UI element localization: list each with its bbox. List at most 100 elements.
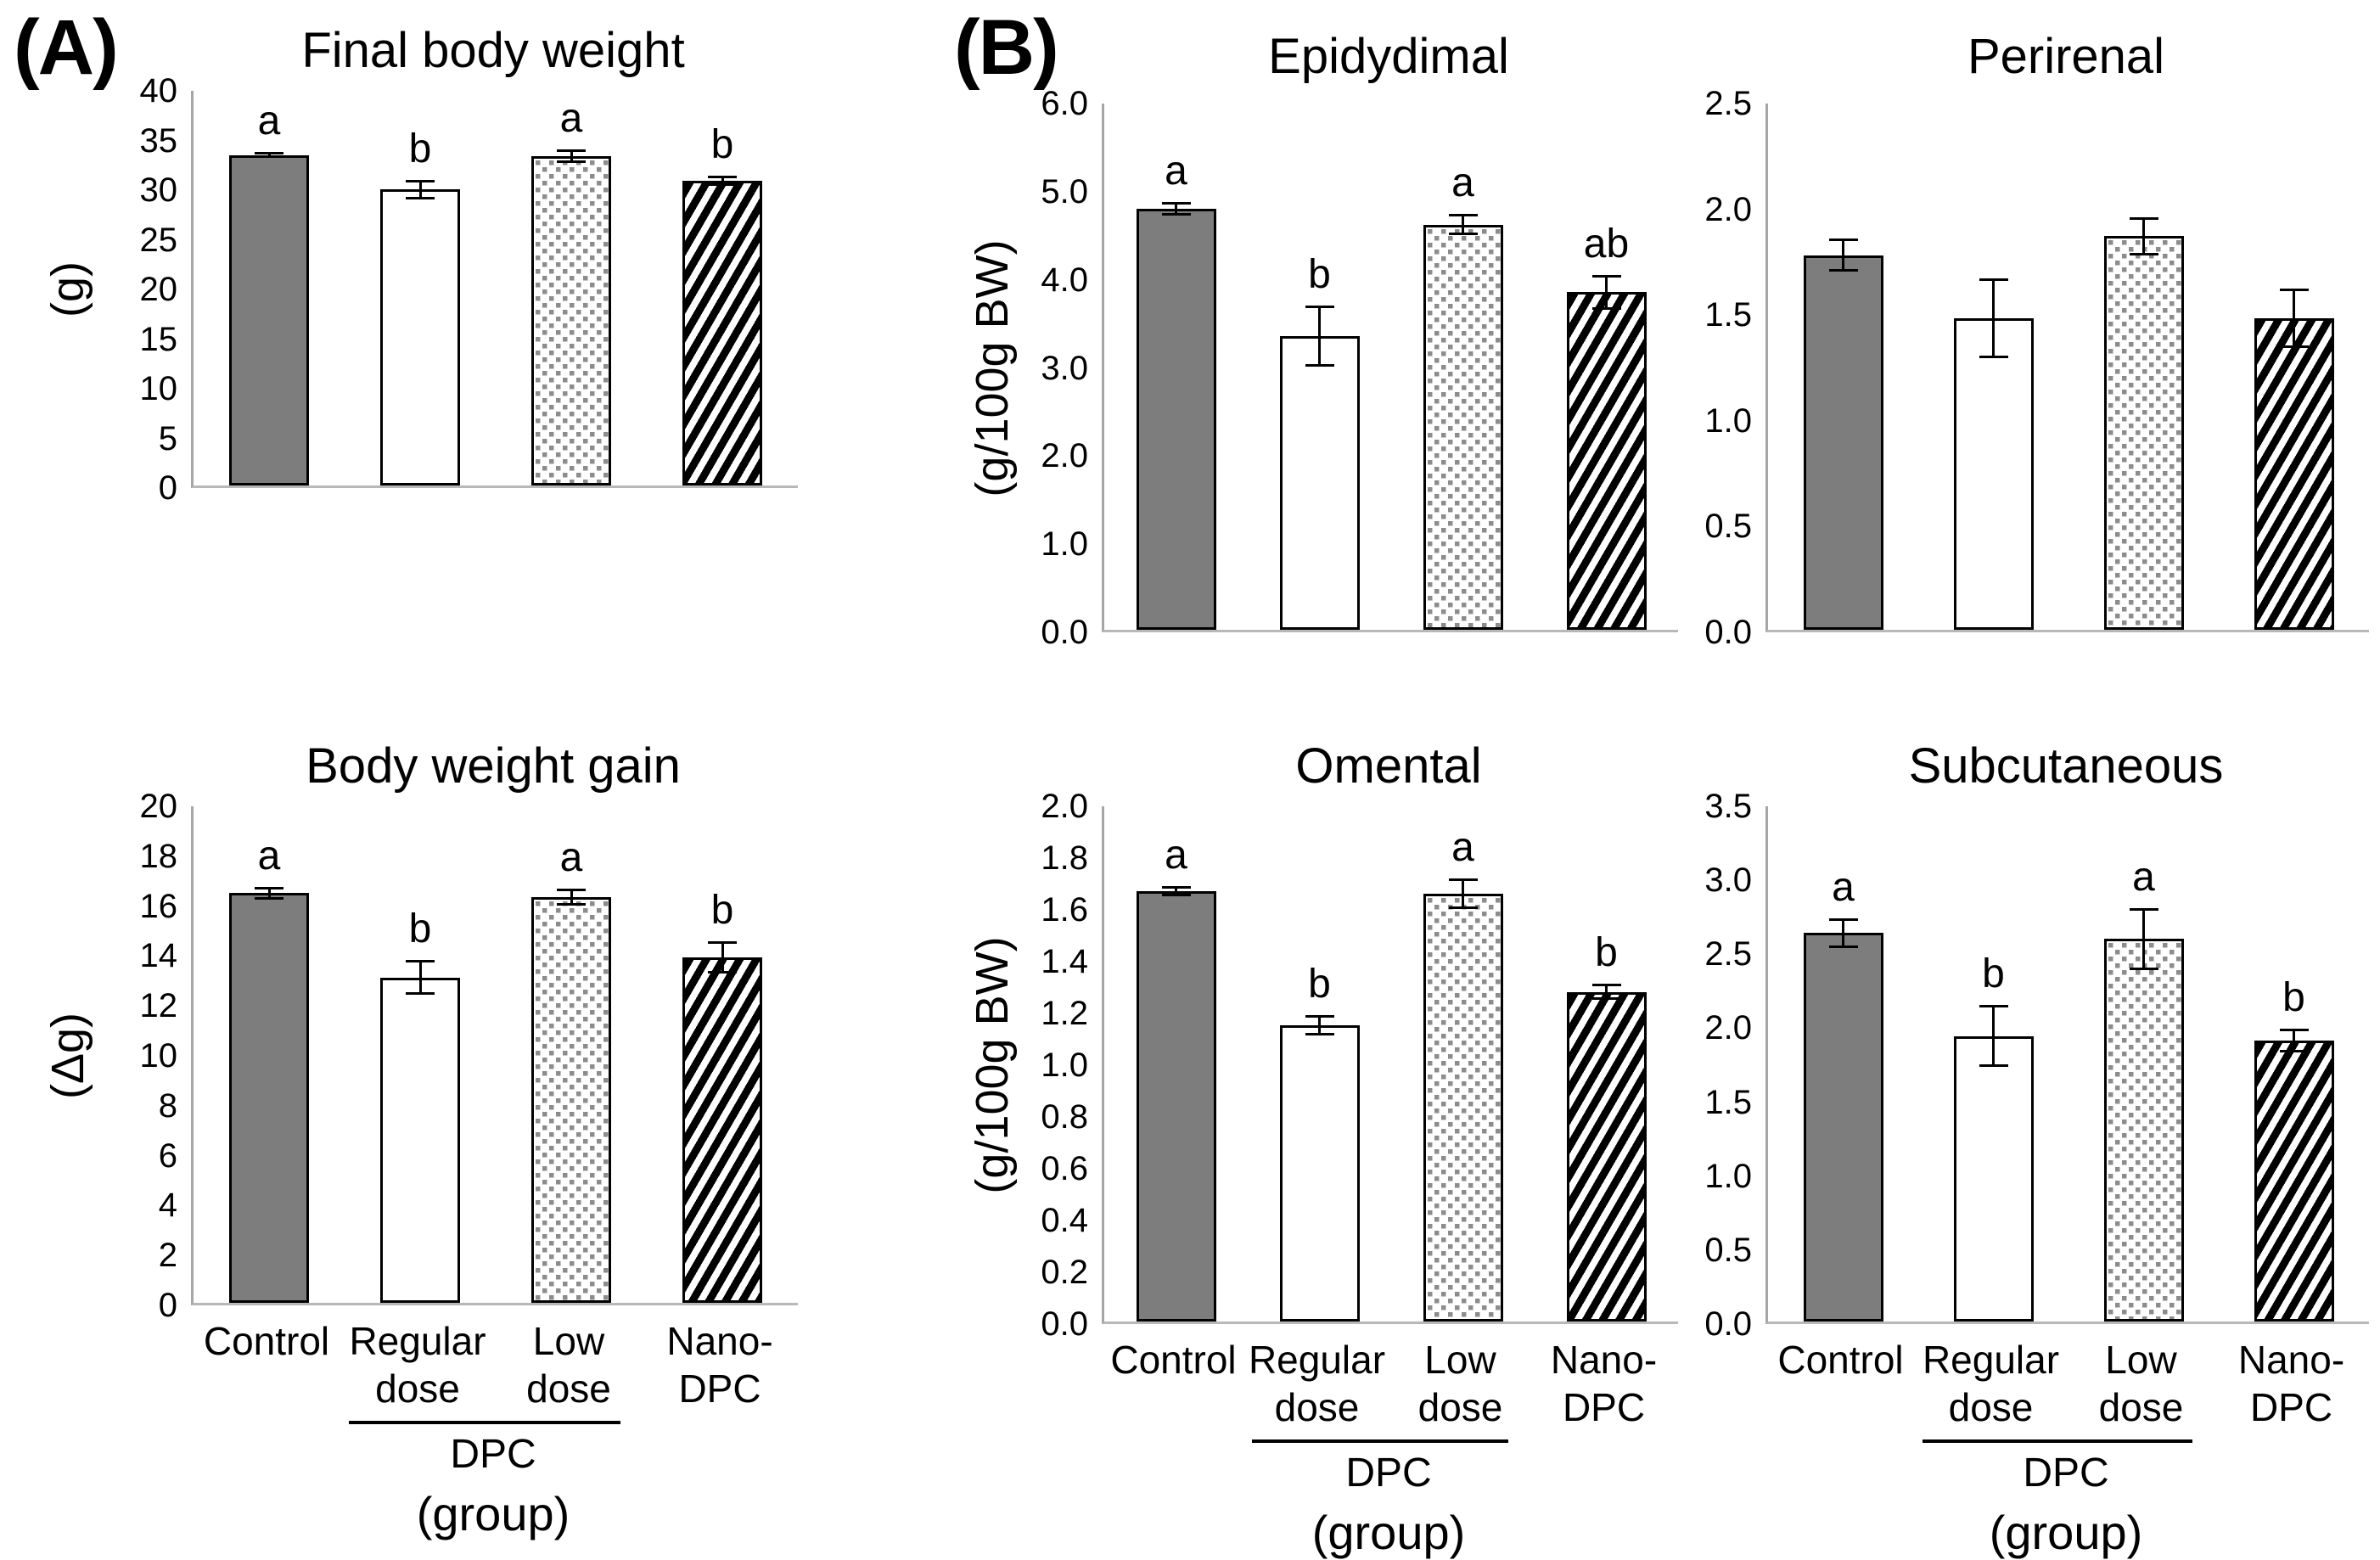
significance-letter: b <box>2282 974 2305 1020</box>
bar-stripes <box>1566 991 1647 1322</box>
error-bar <box>1305 305 1334 367</box>
error-bar <box>1591 984 1621 1000</box>
error-bar <box>255 887 283 900</box>
y-tick-label: 35 <box>139 121 178 160</box>
plot-area <box>1765 104 2369 632</box>
bar-group-white: b <box>345 91 496 485</box>
y-axis: 6.0 5.0 4.0 3.0 2.0 1.0 0.0 <box>1027 87 1102 649</box>
error-bar-stem <box>1992 280 1995 356</box>
y-tick-label: 0.0 <box>1041 1305 1088 1343</box>
bar-group-stripes: ab <box>1535 104 1678 630</box>
x-tick-label: Regular dose <box>1245 1336 1389 1431</box>
x-tick-label-line: DPC <box>678 1366 761 1411</box>
y-tick-label: 2 <box>158 1237 177 1275</box>
y-axis-unit-label: (g) <box>42 261 93 317</box>
error-bar <box>1161 886 1191 897</box>
chart-final-body-weight: Final body weight (g) 40 35 30 25 20 15 10 5 0 a… <box>25 10 798 505</box>
y-tick-label: 15 <box>139 320 178 358</box>
bar-group-white <box>1918 104 2068 630</box>
y-tick-label: 1.0 <box>1704 1157 1752 1195</box>
bar-solid <box>1136 209 1216 630</box>
bar-group-dots: a <box>496 806 647 1303</box>
x-tick-label-line: Low <box>1424 1338 1496 1382</box>
y-tick-label: 1.5 <box>1704 1083 1752 1121</box>
significance-letter: b <box>408 126 432 171</box>
bar-dots <box>531 155 611 485</box>
x-tick-label-line: dose <box>375 1366 460 1411</box>
error-bar-stem <box>721 177 724 183</box>
y-axis-unit-gutter: (Δg) <box>25 806 110 1305</box>
error-bar <box>2279 289 2309 348</box>
significance-letter: b <box>1595 930 1618 976</box>
x-tick-label: Control <box>1102 1336 1245 1431</box>
y-axis-unit-label: (g/100g BW) <box>967 936 1018 1194</box>
dpc-bracket-line <box>1252 1431 1508 1444</box>
error-bar-stem <box>1842 240 1844 270</box>
y-tick-label: 25 <box>139 221 178 259</box>
y-tick-label: 8 <box>158 1086 177 1125</box>
y-tick-label: 3.0 <box>1704 861 1752 900</box>
x-tick-label: Control <box>1765 1336 1916 1431</box>
y-tick-label: 0.2 <box>1041 1254 1088 1291</box>
x-tick-label-line: Control <box>1777 1338 1904 1382</box>
error-bar-stem <box>721 944 724 972</box>
bar-dots <box>531 896 611 1303</box>
y-tick-label: 5 <box>158 419 177 457</box>
significance-letter: a <box>559 95 583 141</box>
y-tick-label: 2.0 <box>1041 437 1088 475</box>
error-bar <box>1448 878 1478 910</box>
y-tick-label: 2.0 <box>1704 1009 1752 1047</box>
error-bar <box>1305 1014 1334 1036</box>
x-tick-label-line: Control <box>203 1319 330 1363</box>
bar-dots <box>1423 224 1503 630</box>
x-tick-label-line: dose <box>526 1366 611 1411</box>
bar-white <box>380 189 460 485</box>
y-axis: 2.5 2.0 1.5 1.0 0.5 0.0 <box>1691 87 1765 649</box>
bar-group-stripes: b <box>647 91 798 485</box>
bar-group-dots <box>2068 104 2219 630</box>
y-tick-label: 2.5 <box>1704 935 1752 974</box>
x-tick-label: Nano- DPC <box>1532 1336 1676 1431</box>
y-axis: 20 18 16 14 12 10 8 6 4 2 0 <box>110 789 191 1322</box>
error-bar-stem <box>1462 216 1464 233</box>
y-tick-label: 1.6 <box>1041 891 1088 929</box>
panel-label-a: (A) <box>14 4 119 91</box>
error-bar <box>1448 214 1478 235</box>
y-tick-label: 5.0 <box>1041 172 1088 210</box>
y-tick-label: 18 <box>139 837 178 875</box>
x-axis-labels: Control Regular dose Low dose Nano- DPC <box>1102 1336 1676 1431</box>
significance-letter: a <box>1165 148 1187 194</box>
bar-group-stripes: b <box>647 806 798 1303</box>
error-bar <box>255 152 283 159</box>
bar-dots <box>2103 236 2184 630</box>
x-axis-footer: Control Regular dose Low dose Nano- DPC DPC (g… <box>1102 1336 1676 1560</box>
x-tick-label-line: dose <box>2098 1385 2184 1430</box>
bar-group-white: b <box>1248 104 1391 630</box>
chart-title: Perirenal <box>1967 29 2165 84</box>
error-bar-stem <box>570 151 573 160</box>
error-bar-stem <box>1175 889 1177 895</box>
chart-omental: Omental (g/100g BW) 2.0 1.8 1.6 1.4 1.2 1.0 0.… <box>957 726 1678 1560</box>
y-tick-label: 3.0 <box>1041 349 1088 387</box>
x-tick-label-line: DPC <box>2249 1385 2333 1430</box>
y-tick-label: 1.2 <box>1041 995 1088 1032</box>
dpc-bracket-label: DPC <box>450 1432 536 1478</box>
chart-body-weight-gain: Body weight gain (Δg) 20 18 16 14 12 10 8 6 4 2 0 … <box>25 726 798 1541</box>
error-bar <box>708 941 737 974</box>
x-tick-label-line: Nano- <box>666 1319 773 1363</box>
significance-letter: a <box>1832 864 1855 910</box>
bar-solid <box>229 893 309 1303</box>
bar-group-white: b <box>1248 806 1391 1322</box>
bar-group-dots: a <box>1391 104 1535 630</box>
error-bar-stem <box>1842 920 1844 946</box>
bar-white <box>1953 1035 2034 1322</box>
y-axis-unit-label: (g/100g BW) <box>967 238 1018 497</box>
y-tick-label: 4 <box>158 1187 177 1225</box>
y-tick-label: 14 <box>139 937 178 975</box>
y-tick-label: 0 <box>158 469 177 507</box>
x-tick-label-line: Nano- <box>1550 1338 1658 1382</box>
y-tick-label: 0.4 <box>1041 1202 1088 1239</box>
error-bar-stem <box>1605 277 1608 307</box>
